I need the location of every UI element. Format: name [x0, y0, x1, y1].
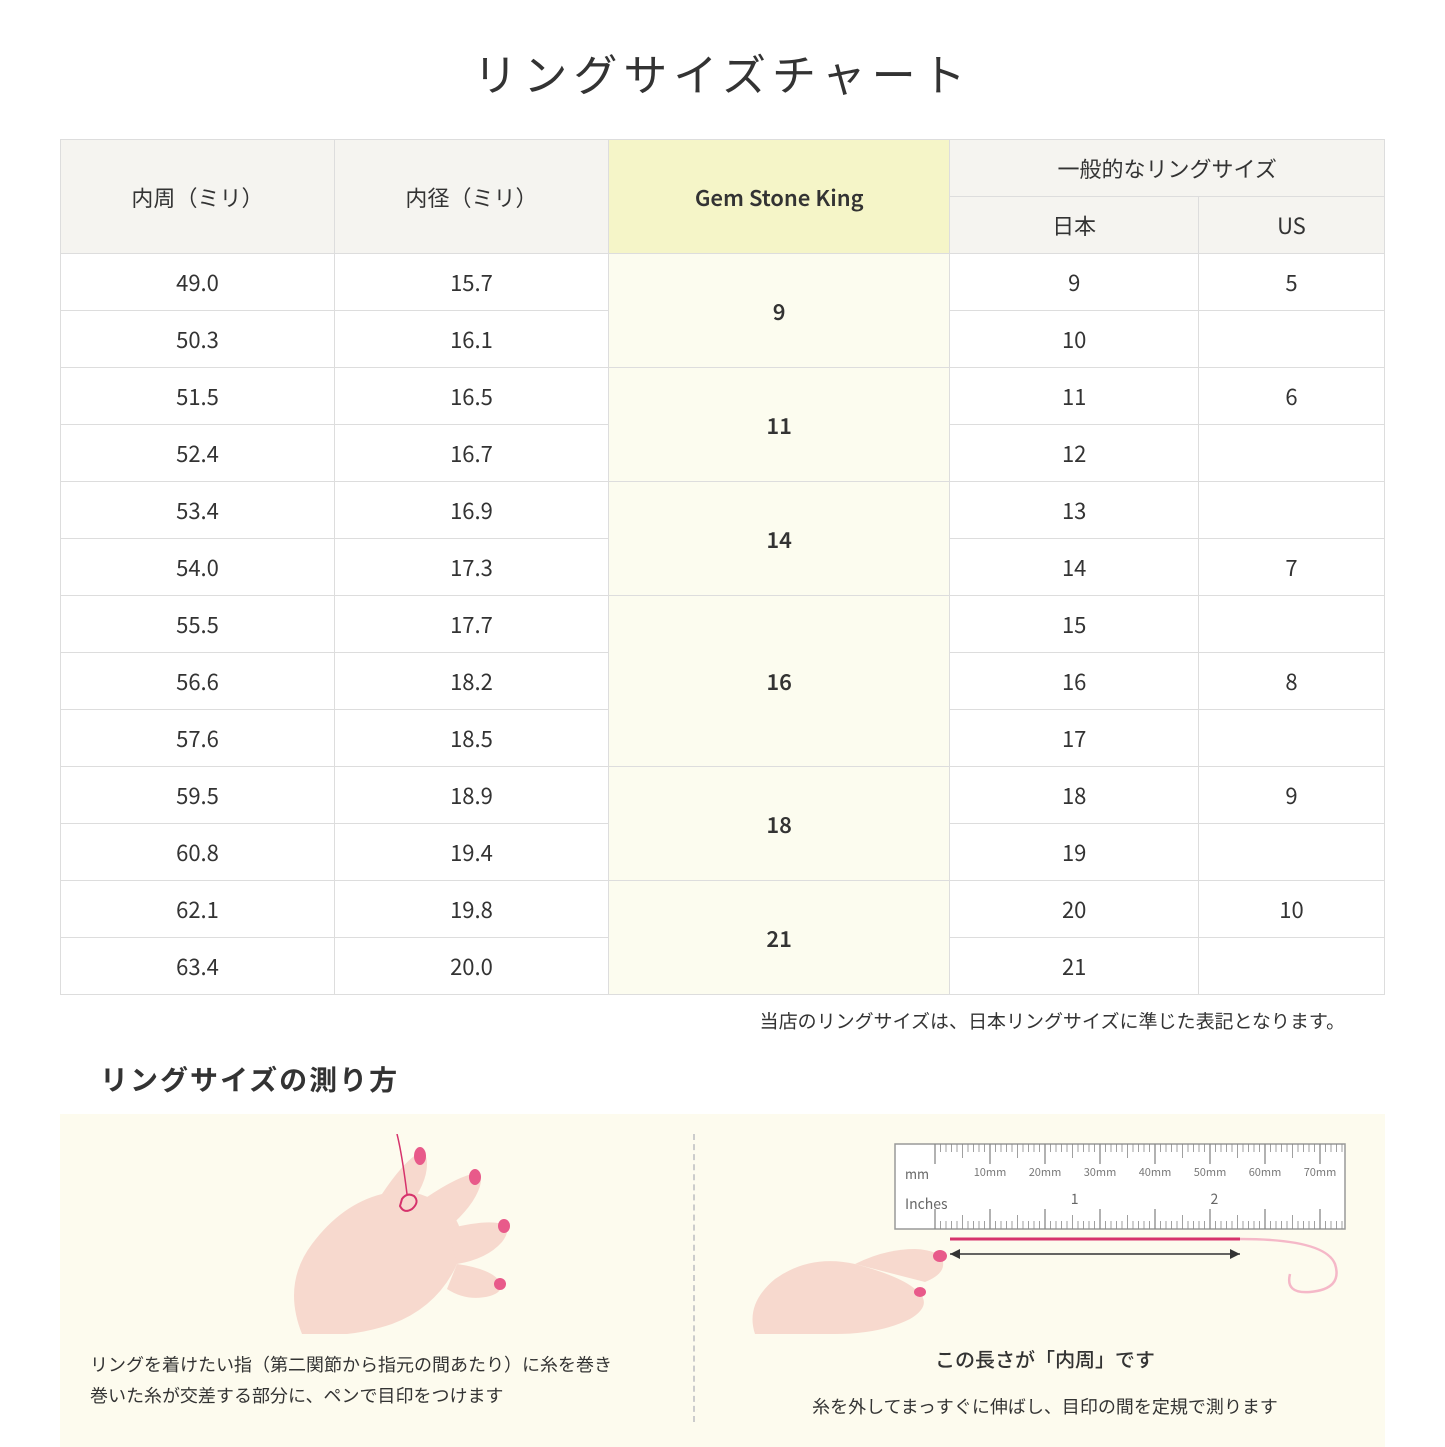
cell-jp: 17	[950, 710, 1198, 767]
howto-right-caption: 糸を外してまっすぐに伸ばし、目印の間を定規で測ります	[735, 1391, 1355, 1422]
col-diameter: 内径（ミリ）	[334, 140, 608, 254]
cell-diameter: 17.7	[334, 596, 608, 653]
cell-us	[1198, 311, 1384, 368]
cell-jp: 9	[950, 254, 1198, 311]
cell-circumference: 50.3	[61, 311, 335, 368]
cell-us	[1198, 596, 1384, 653]
cell-circumference: 57.6	[61, 710, 335, 767]
cell-diameter: 16.5	[334, 368, 608, 425]
cell-circumference: 49.0	[61, 254, 335, 311]
cell-gsk: 14	[608, 482, 950, 596]
cell-diameter: 18.5	[334, 710, 608, 767]
cell-jp: 21	[950, 938, 1198, 995]
cell-diameter: 16.7	[334, 425, 608, 482]
cell-us: 9	[1198, 767, 1384, 824]
cell-diameter: 19.8	[334, 881, 608, 938]
svg-text:20mm: 20mm	[1029, 1164, 1062, 1180]
howto-left-caption: リングを着けたい指（第二関節から指元の間あたり）に糸を巻き巻いた糸が交差する部分…	[90, 1349, 653, 1410]
svg-text:10mm: 10mm	[974, 1164, 1007, 1180]
cell-jp: 20	[950, 881, 1198, 938]
cell-circumference: 59.5	[61, 767, 335, 824]
cell-diameter: 18.9	[334, 767, 608, 824]
svg-text:70mm: 70mm	[1304, 1164, 1337, 1180]
ruler-length-label: この長さが「内周」です	[735, 1342, 1355, 1376]
cell-jp: 19	[950, 824, 1198, 881]
cell-us	[1198, 938, 1384, 995]
cell-diameter: 19.4	[334, 824, 608, 881]
cell-diameter: 16.9	[334, 482, 608, 539]
table-row: 55.517.71615	[61, 596, 1385, 653]
cell-diameter: 20.0	[334, 938, 608, 995]
col-jp: 日本	[950, 197, 1198, 254]
howto-right-panel: 10mm 20mm 30mm 40mm 50mm 60mm 70mm 1 2 mm Inches…	[735, 1134, 1355, 1422]
cell-circumference: 63.4	[61, 938, 335, 995]
cell-jp: 12	[950, 425, 1198, 482]
table-row: 49.015.7995	[61, 254, 1385, 311]
note-text: 当店のリングサイズは、日本リングサイズに準じた表記となります。	[60, 1007, 1345, 1034]
cell-jp: 15	[950, 596, 1198, 653]
cell-us: 8	[1198, 653, 1384, 710]
cell-us	[1198, 482, 1384, 539]
table-row: 53.416.91413	[61, 482, 1385, 539]
table-row: 59.518.918189	[61, 767, 1385, 824]
svg-text:60mm: 60mm	[1249, 1164, 1282, 1180]
svg-text:1: 1	[1071, 1189, 1079, 1209]
cell-circumference: 51.5	[61, 368, 335, 425]
cell-jp: 10	[950, 311, 1198, 368]
cell-circumference: 62.1	[61, 881, 335, 938]
ruler-mm-label: mm	[905, 1164, 929, 1183]
cell-gsk: 18	[608, 767, 950, 881]
table-row: 51.516.511116	[61, 368, 1385, 425]
cell-us	[1198, 425, 1384, 482]
cell-us	[1198, 824, 1384, 881]
cell-gsk: 11	[608, 368, 950, 482]
cell-jp: 18	[950, 767, 1198, 824]
cell-us	[1198, 710, 1384, 767]
svg-text:50mm: 50mm	[1194, 1164, 1227, 1180]
cell-us: 5	[1198, 254, 1384, 311]
cell-diameter: 17.3	[334, 539, 608, 596]
cell-jp: 16	[950, 653, 1198, 710]
cell-gsk: 16	[608, 596, 950, 767]
svg-text:40mm: 40mm	[1139, 1164, 1172, 1180]
howto-title: リングサイズの測り方	[100, 1059, 1385, 1099]
cell-diameter: 18.2	[334, 653, 608, 710]
hand-wrap-illustration	[90, 1134, 653, 1334]
col-gsk: Gem Stone King	[608, 140, 950, 254]
cell-diameter: 16.1	[334, 311, 608, 368]
ruler-illustration: 10mm 20mm 30mm 40mm 50mm 60mm 70mm 1 2 mm Inches	[735, 1134, 1355, 1334]
cell-gsk: 9	[608, 254, 950, 368]
cell-circumference: 56.6	[61, 653, 335, 710]
cell-jp: 13	[950, 482, 1198, 539]
table-row: 62.119.8212010	[61, 881, 1385, 938]
cell-jp: 14	[950, 539, 1198, 596]
cell-circumference: 55.5	[61, 596, 335, 653]
page-title: リングサイズチャート	[60, 40, 1385, 104]
size-chart-table: 内周（ミリ） 内径（ミリ） Gem Stone King 一般的なリングサイズ …	[60, 139, 1385, 995]
svg-text:30mm: 30mm	[1084, 1164, 1117, 1180]
col-circumference: 内周（ミリ）	[61, 140, 335, 254]
col-general: 一般的なリングサイズ	[950, 140, 1385, 197]
cell-us: 10	[1198, 881, 1384, 938]
cell-us: 6	[1198, 368, 1384, 425]
col-us: US	[1198, 197, 1384, 254]
cell-circumference: 54.0	[61, 539, 335, 596]
cell-circumference: 53.4	[61, 482, 335, 539]
cell-circumference: 52.4	[61, 425, 335, 482]
cell-jp: 11	[950, 368, 1198, 425]
panel-divider	[693, 1134, 695, 1422]
svg-text:2: 2	[1211, 1189, 1219, 1209]
cell-us: 7	[1198, 539, 1384, 596]
cell-gsk: 21	[608, 881, 950, 995]
cell-diameter: 15.7	[334, 254, 608, 311]
ruler-in-label: Inches	[905, 1194, 948, 1214]
cell-circumference: 60.8	[61, 824, 335, 881]
howto-section: リングを着けたい指（第二関節から指元の間あたり）に糸を巻き巻いた糸が交差する部分…	[60, 1114, 1385, 1447]
howto-left-panel: リングを着けたい指（第二関節から指元の間あたり）に糸を巻き巻いた糸が交差する部分…	[90, 1134, 653, 1422]
